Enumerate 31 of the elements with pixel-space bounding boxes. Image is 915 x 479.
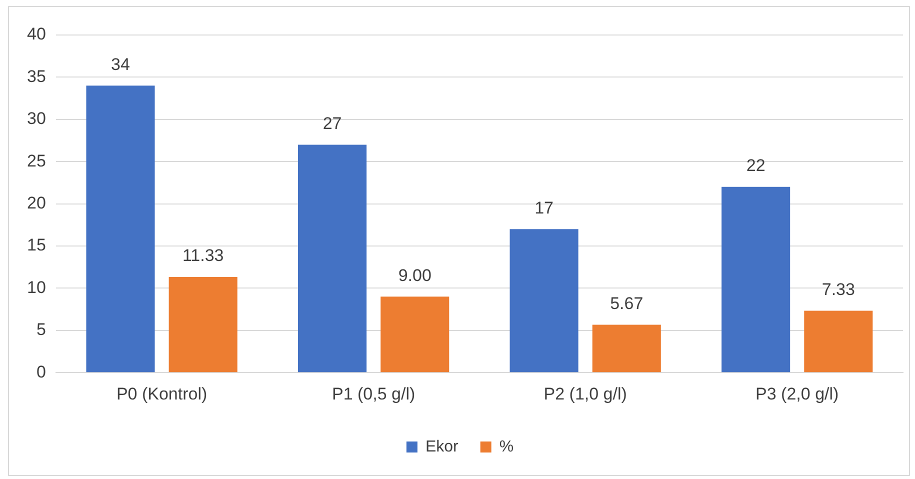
data-label: 9.00 [398,266,432,285]
bar [510,229,578,372]
y-tick-label: 15 [26,236,46,255]
y-tick-label: 10 [26,278,46,297]
y-tick-label: 40 [26,24,46,44]
x-tick-label: P1 (0,5 g/l) [332,384,416,404]
bar [86,86,155,372]
x-tick-label: P3 (2,0 g/l) [756,384,839,404]
y-tick-label: 25 [26,151,46,170]
bar [168,276,238,372]
data-label: 22 [746,156,766,176]
data-label: 27 [322,114,342,133]
data-label: 11.33 [182,246,224,266]
y-tick-label: 30 [26,109,46,128]
bar [804,310,873,372]
data-label: 17 [534,198,554,218]
y-tick-label: 0 [36,362,46,382]
bar [380,296,450,372]
bar [722,186,790,372]
legend-label: % [499,438,514,456]
bar [298,144,367,372]
legend-label: Ekor [425,438,460,456]
data-label: 7.33 [822,280,855,299]
x-tick-label: P0 (Kontrol) [116,384,208,404]
data-label: 5.67 [610,294,644,313]
data-label: 34 [111,54,130,74]
x-tick-label: P2 (1,0 g/l) [544,384,627,404]
y-tick-label: 35 [26,66,46,86]
y-tick-label: 5 [36,320,46,340]
bar [592,324,661,372]
y-tick-label: 20 [26,193,46,212]
